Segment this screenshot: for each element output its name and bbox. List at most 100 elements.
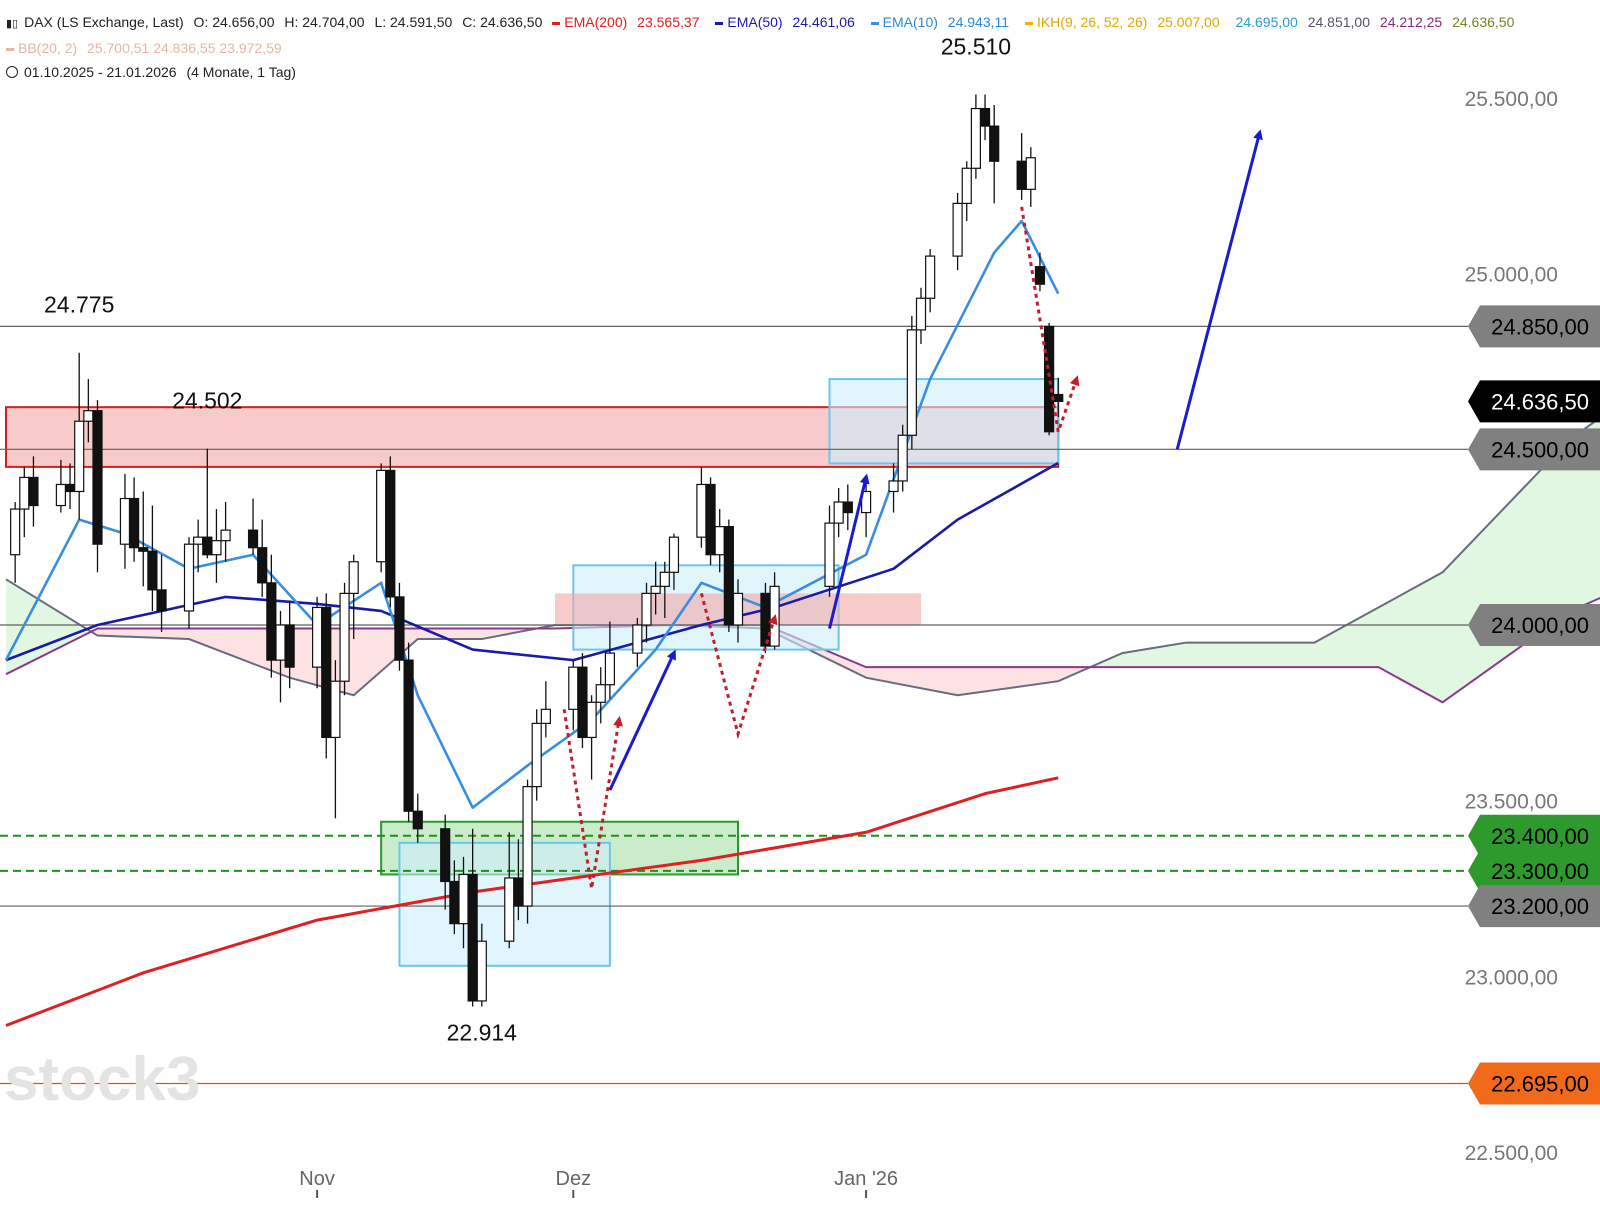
series-ema10 xyxy=(4,219,1060,809)
candle-body xyxy=(138,547,149,552)
candle xyxy=(266,554,277,678)
ema50-value: 24.461,06 xyxy=(792,14,855,30)
candle xyxy=(211,509,222,583)
annotation-label: 24.775 xyxy=(44,292,114,318)
series-ema200 xyxy=(5,776,1059,1027)
candle xyxy=(842,484,853,531)
candle-body xyxy=(504,877,515,942)
candle-body xyxy=(440,828,451,883)
candle xyxy=(440,814,451,910)
red-dashed-move-2 xyxy=(699,593,778,740)
candle-body xyxy=(275,624,286,661)
candle xyxy=(952,192,963,271)
candle-body xyxy=(1025,157,1036,190)
candle xyxy=(888,463,899,513)
candle xyxy=(522,779,533,924)
candle-body xyxy=(1043,325,1055,433)
price-label: 23.400,00 xyxy=(1468,814,1600,857)
candle-body xyxy=(284,624,295,668)
candle-body xyxy=(897,434,908,482)
ema200-label: EMA(200) xyxy=(564,14,628,30)
candle-body xyxy=(522,786,533,907)
candle xyxy=(641,582,652,643)
candle-body xyxy=(64,483,76,493)
y-tick-label: 22.500,00 xyxy=(1465,1142,1558,1165)
candle xyxy=(1043,322,1055,436)
candle-body xyxy=(668,536,680,573)
clock-icon xyxy=(6,66,18,78)
candle xyxy=(28,456,39,527)
candle-body xyxy=(1034,266,1046,285)
candle-body xyxy=(156,589,167,612)
candle xyxy=(74,352,85,520)
candle xyxy=(220,502,231,562)
candle-body xyxy=(531,722,542,788)
candle-body xyxy=(458,873,469,925)
candle-body xyxy=(1053,393,1064,402)
price-label: 23.300,00 xyxy=(1468,849,1600,892)
price-label: 24.850,00 xyxy=(1468,305,1600,348)
candle xyxy=(147,505,158,611)
candle xyxy=(696,466,707,548)
candle-body xyxy=(659,571,670,587)
ema10-value: 24.943,11 xyxy=(947,14,1010,30)
candle-body xyxy=(449,880,460,925)
ohlc-close: C: 24.636,50 xyxy=(462,14,543,30)
ichimoku-span-a xyxy=(5,416,1600,697)
candle xyxy=(970,94,982,179)
candle-body xyxy=(10,508,21,556)
candle-body xyxy=(19,476,30,510)
candle-body xyxy=(321,606,332,739)
candle xyxy=(119,473,131,569)
arrow-up-2 xyxy=(828,473,870,629)
candle-body xyxy=(312,606,323,668)
bb-label: BB(20, 2) xyxy=(18,40,78,56)
price-label-text: 22.695,00 xyxy=(1491,1071,1589,1096)
candle xyxy=(714,509,725,573)
candle-body xyxy=(28,476,39,507)
candle-body xyxy=(714,526,725,556)
candle-body xyxy=(330,680,341,739)
ikh-value-2: 24.695,00 xyxy=(1235,14,1298,30)
candle-body xyxy=(266,582,277,661)
ikh-value: 25.007,00 xyxy=(1157,14,1220,30)
candle xyxy=(19,466,30,538)
price-label-text: 23.200,00 xyxy=(1491,894,1589,919)
price-label-bg xyxy=(1468,428,1600,471)
candle xyxy=(732,579,744,643)
price-label-bg xyxy=(1468,604,1600,646)
candle xyxy=(129,477,140,562)
price-label-text: 24.000,00 xyxy=(1491,613,1589,638)
y-tick-label: 23.000,00 xyxy=(1465,966,1558,989)
candle xyxy=(412,793,423,843)
ohlc-low: L: 24.591,50 xyxy=(374,14,453,30)
candle-body xyxy=(92,410,103,545)
candle-body xyxy=(568,666,579,710)
price-label-bg xyxy=(1468,849,1600,892)
bar-chart-icon: ▮▯ xyxy=(6,18,19,30)
red-dashed-move-3 xyxy=(1020,206,1080,433)
candle-body xyxy=(586,701,597,739)
candle xyxy=(330,660,341,819)
candle xyxy=(824,505,835,597)
candle-body xyxy=(961,167,972,204)
x-tick-label: Dez xyxy=(556,1168,592,1190)
watermark: stock3 xyxy=(4,1045,200,1114)
candle xyxy=(540,681,551,738)
candle-body xyxy=(403,659,414,812)
candle-body xyxy=(696,483,707,538)
candle-body xyxy=(915,297,927,331)
candle xyxy=(650,561,661,615)
instrument-name: DAX (LS Exchange, Last) xyxy=(24,14,184,30)
candle-body xyxy=(732,592,744,626)
candle-body xyxy=(952,202,963,257)
candle xyxy=(64,463,76,510)
candle-body xyxy=(577,666,588,739)
ikh-value-4: 24.212,25 xyxy=(1379,14,1443,30)
series-ema50 xyxy=(5,461,1059,662)
candle-body xyxy=(211,540,222,556)
candle xyxy=(705,477,716,566)
candle xyxy=(723,519,734,633)
ema200-value: 23.565,37 xyxy=(637,14,700,30)
